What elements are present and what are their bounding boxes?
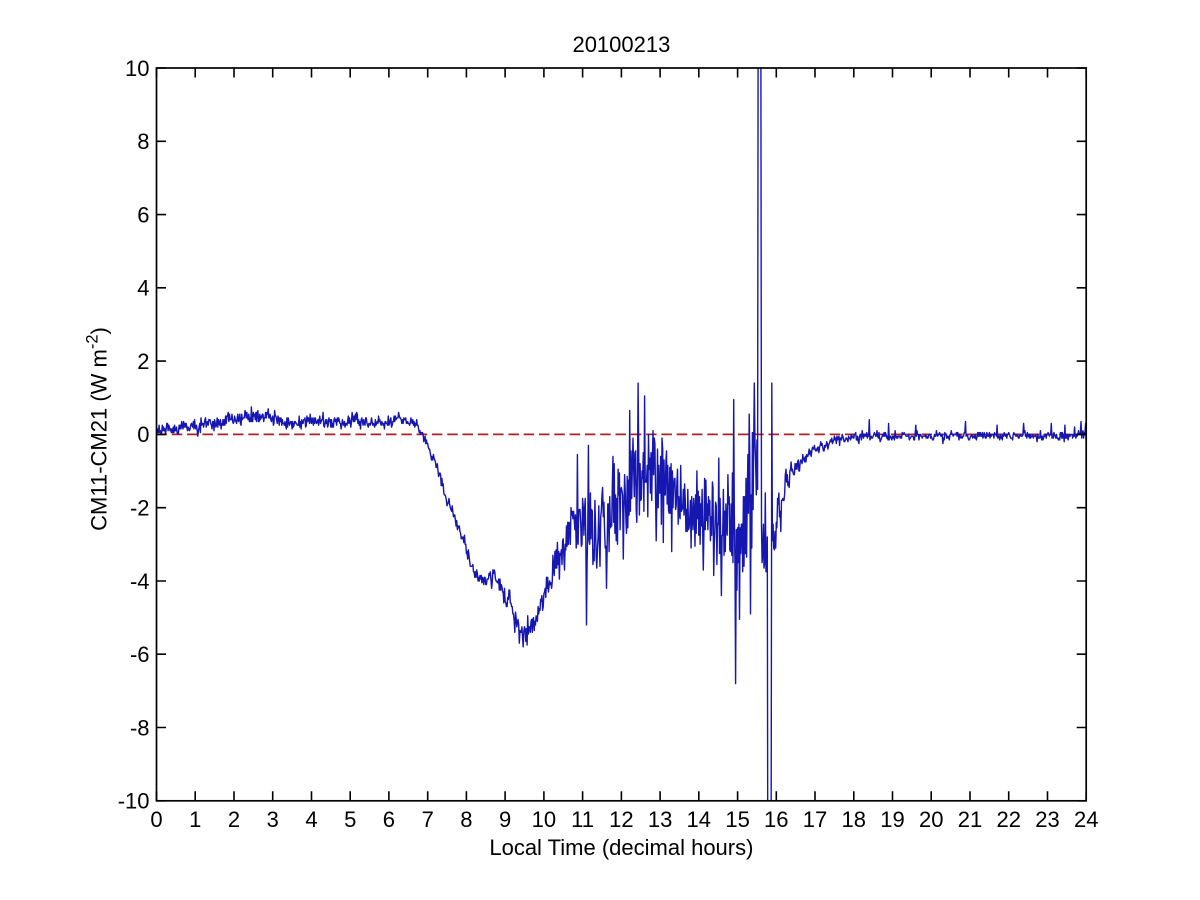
svg-text:4: 4 — [137, 276, 149, 301]
svg-text:12: 12 — [609, 807, 633, 832]
svg-text:9: 9 — [499, 807, 511, 832]
svg-text:0: 0 — [150, 807, 162, 832]
svg-text:6: 6 — [137, 202, 149, 227]
svg-text:2: 2 — [137, 349, 149, 374]
svg-text:22: 22 — [996, 807, 1020, 832]
svg-text:Local Time (decimal hours): Local Time (decimal hours) — [489, 835, 753, 860]
svg-text:7: 7 — [422, 807, 434, 832]
svg-text:17: 17 — [803, 807, 827, 832]
svg-text:19: 19 — [880, 807, 904, 832]
svg-text:8: 8 — [460, 807, 472, 832]
svg-text:-10: -10 — [118, 789, 150, 814]
svg-text:8: 8 — [137, 129, 149, 154]
svg-text:16: 16 — [764, 807, 788, 832]
svg-text:13: 13 — [648, 807, 672, 832]
svg-text:-2: -2 — [130, 496, 150, 521]
svg-text:20: 20 — [919, 807, 943, 832]
svg-text:3: 3 — [267, 807, 279, 832]
svg-text:21: 21 — [958, 807, 982, 832]
svg-text:20100213: 20100213 — [572, 32, 670, 57]
svg-text:4: 4 — [305, 807, 317, 832]
svg-text:11: 11 — [571, 807, 594, 832]
svg-text:10: 10 — [125, 56, 149, 81]
svg-text:2: 2 — [228, 807, 240, 832]
svg-text:18: 18 — [842, 807, 866, 832]
svg-text:-6: -6 — [130, 642, 150, 667]
svg-text:10: 10 — [532, 807, 556, 832]
svg-text:14: 14 — [687, 807, 711, 832]
svg-text:23: 23 — [1035, 807, 1059, 832]
svg-text:CM11-CM21 (W m-2): CM11-CM21 (W m-2) — [84, 327, 112, 531]
svg-text:0: 0 — [137, 422, 149, 447]
svg-text:24: 24 — [1074, 807, 1098, 832]
svg-text:-4: -4 — [130, 569, 150, 594]
svg-text:1: 1 — [189, 807, 201, 832]
svg-text:6: 6 — [383, 807, 395, 832]
svg-text:-8: -8 — [130, 715, 150, 740]
svg-text:5: 5 — [344, 807, 356, 832]
svg-text:15: 15 — [725, 807, 749, 832]
